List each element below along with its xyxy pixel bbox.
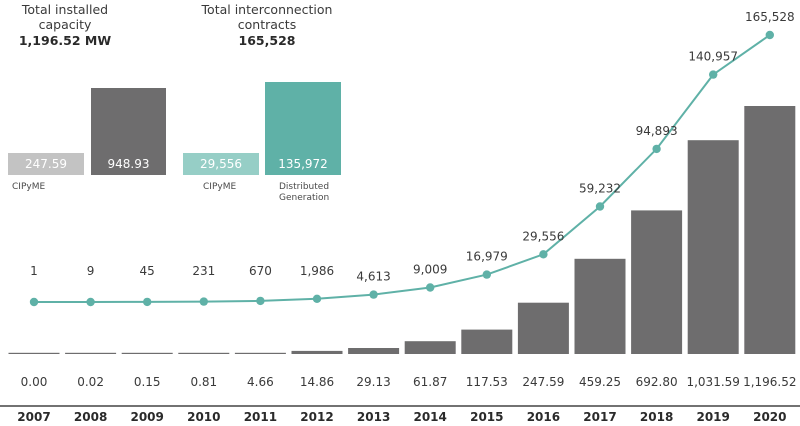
contracts-point-2013 <box>369 290 378 299</box>
contracts-point-2015 <box>482 270 491 279</box>
capacity-bar-2013 <box>348 348 400 354</box>
contracts-title-line2: contracts <box>237 17 297 32</box>
capacity-cipyme-value: 247.59 <box>25 157 67 171</box>
contracts-point-2008 <box>86 297 95 307</box>
contracts-cipyme-value: 29,556 <box>200 157 242 171</box>
contracts-value-label-2017: 59,232 <box>579 182 621 196</box>
contracts-value-label-2011: 670 <box>249 264 272 278</box>
contracts-value-label-2014: 9,009 <box>413 263 447 277</box>
capacity-bar-2015 <box>461 329 513 354</box>
year-label-2007: 2007 <box>17 410 50 424</box>
contracts-value-label-2016: 29,556 <box>522 229 564 243</box>
contracts-cipyme-bar: 29,556 <box>183 153 259 175</box>
year-label-2015: 2015 <box>470 410 503 424</box>
capacity-bar-2011 <box>234 352 286 354</box>
capacity-value-label-2012: 14.86 <box>300 375 334 389</box>
capacity-bar-2017 <box>574 258 626 354</box>
capacity-bar-2012 <box>291 350 343 354</box>
contracts-value-label-2020: 165,528 <box>745 10 795 24</box>
contracts-value-label-2008: 9 <box>87 264 95 278</box>
capacity-bar-2018 <box>631 210 683 354</box>
capacity-total-value: 1,196.52 MW <box>18 33 112 48</box>
year-label-2008: 2008 <box>74 410 107 424</box>
contracts-point-2019 <box>709 70 718 79</box>
contracts-cipyme-label: CIPyME <box>203 182 237 192</box>
year-label-2013: 2013 <box>357 410 390 424</box>
year-label-2018: 2018 <box>640 410 673 424</box>
capacity-value-label-2020: 1,196.52 <box>743 375 796 389</box>
contracts-value-label-2009: 45 <box>140 264 155 278</box>
contracts-point-2009 <box>143 297 152 307</box>
contracts-value-label-2007: 1 <box>30 264 38 278</box>
contracts-distributed-bar: 135,972 <box>265 82 341 175</box>
year-label-2017: 2017 <box>583 410 616 424</box>
capacity-value-label-2019: 1,031.59 <box>686 375 739 389</box>
contracts-value-label-2010: 231 <box>192 264 215 278</box>
capacity-title-line2: capacity <box>38 17 92 32</box>
capacity-cipyme-bar: 247.59 <box>8 153 84 175</box>
capacity-bar-2020 <box>744 106 796 354</box>
capacity-bar-2007 <box>8 352 60 354</box>
year-label-2016: 2016 <box>527 410 560 424</box>
contracts-point-2017 <box>595 202 605 211</box>
year-label-2019: 2019 <box>696 410 729 424</box>
year-label-2014: 2014 <box>413 410 446 424</box>
year-label-2009: 2009 <box>130 410 163 424</box>
contracts-value-label-2019: 140,957 <box>688 50 738 64</box>
year-label-2012: 2012 <box>300 410 333 424</box>
capacity-bar-2008 <box>65 352 117 354</box>
capacity-distributed-bar: 948.93 <box>91 88 166 175</box>
capacity-bar-2014 <box>404 341 456 354</box>
contracts-value-label-2015: 16,979 <box>466 250 508 264</box>
year-label-2020: 2020 <box>753 410 786 424</box>
capacity-value-label-2007: 0.00 <box>21 375 48 389</box>
capacity-value-label-2018: 692.80 <box>636 375 678 389</box>
capacity-summary-title: Total installed capacity <box>0 2 130 32</box>
capacity-bar-2019 <box>687 140 739 354</box>
contracts-point-2007 <box>29 297 39 307</box>
contracts-point-2016 <box>539 250 548 259</box>
contracts-point-2012 <box>312 294 322 303</box>
capacity-value-label-2016: 247.59 <box>522 375 564 389</box>
capacity-title-line1: Total installed <box>21 2 109 17</box>
contracts-value-label-2018: 94,893 <box>636 124 678 138</box>
capacity-value-label-2015: 117.53 <box>466 375 508 389</box>
capacity-value-label-2010: 0.81 <box>190 375 217 389</box>
capacity-value-label-2013: 29.13 <box>356 375 390 389</box>
contracts-value-label-2013: 4,613 <box>356 270 390 284</box>
capacity-value-label-2014: 61.87 <box>413 375 447 389</box>
capacity-distributed-value: 948.93 <box>107 157 150 171</box>
contracts-point-2020 <box>765 30 774 40</box>
contracts-distributed-value: 135,972 <box>278 157 328 171</box>
capacity-bar-2009 <box>121 352 173 354</box>
contracts-distributed-label-line2: Generation <box>279 193 330 203</box>
year-label-2011: 2011 <box>244 410 277 424</box>
contracts-total-value: 165,528 <box>238 33 296 48</box>
capacity-cipyme-label: CIPyME <box>12 182 46 192</box>
capacity-value-label-2008: 0.02 <box>77 375 104 389</box>
capacity-value-label-2017: 459.25 <box>579 375 621 389</box>
capacity-bar-2016 <box>517 302 569 354</box>
capacity-value-label-2011: 4.66 <box>247 375 274 389</box>
contracts-point-2018 <box>652 144 661 154</box>
contracts-summary-title: Total interconnection contracts <box>183 2 351 32</box>
contracts-point-2011 <box>256 296 265 306</box>
year-label-2010: 2010 <box>187 410 220 424</box>
contracts-value-label-2012: 1,986 <box>300 264 334 278</box>
contracts-line <box>34 34 771 303</box>
contracts-point-2014 <box>426 283 435 292</box>
contracts-distributed-label-line1: Distributed <box>279 182 330 192</box>
contracts-title-line1: Total interconnection <box>201 2 333 17</box>
capacity-bar-2010 <box>178 352 230 354</box>
contracts-point-2010 <box>199 297 208 306</box>
capacity-value-label-2009: 0.15 <box>134 375 161 389</box>
contracts-distributed-label: Distributed Generation <box>279 182 329 204</box>
